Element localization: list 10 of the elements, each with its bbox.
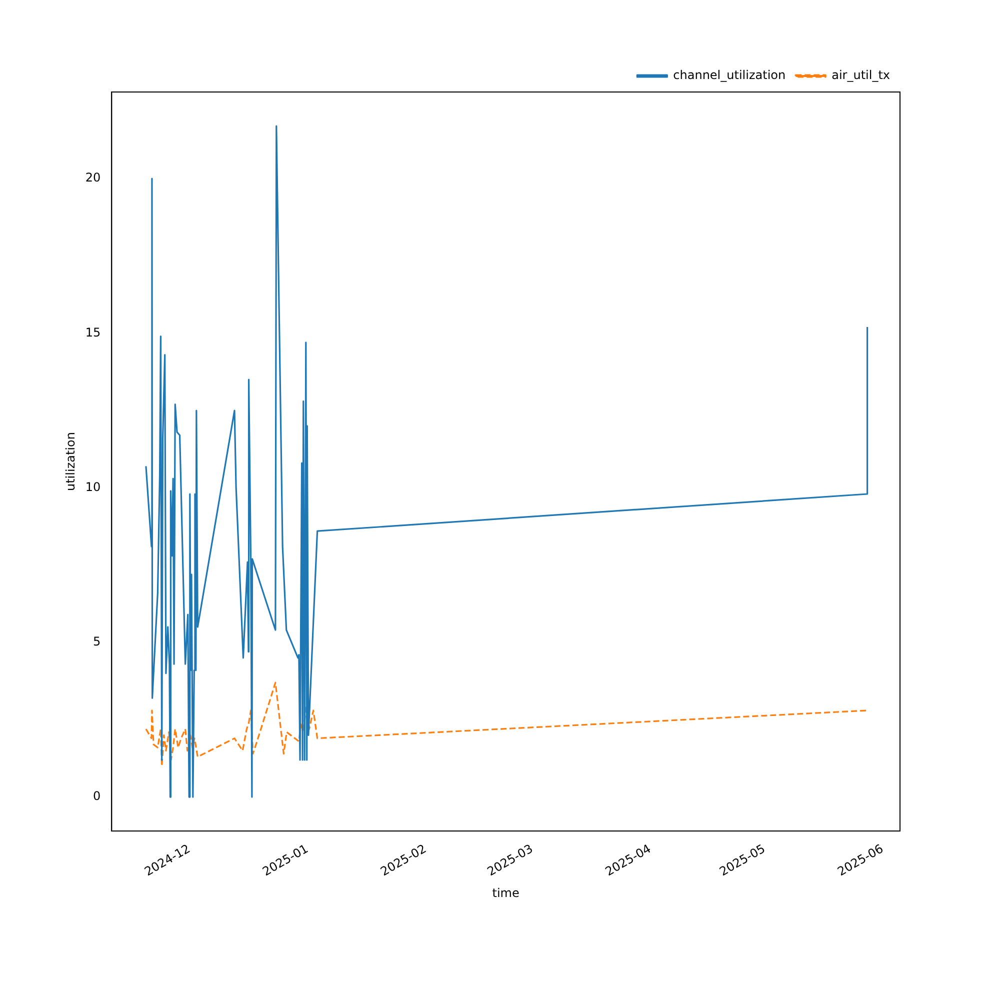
x-axis-title: time xyxy=(492,886,520,900)
y-tick-label: 20 xyxy=(85,170,101,185)
legend-label: channel_utilization xyxy=(673,68,786,82)
y-tick-label: 10 xyxy=(85,480,101,494)
legend-label: air_util_tx xyxy=(832,68,890,82)
line-series xyxy=(145,682,868,767)
y-axis-title: utilization xyxy=(63,432,78,492)
y-tick-label: 5 xyxy=(93,634,101,649)
y-tick-label: 0 xyxy=(93,789,101,804)
y-tick-label: 15 xyxy=(85,325,101,340)
